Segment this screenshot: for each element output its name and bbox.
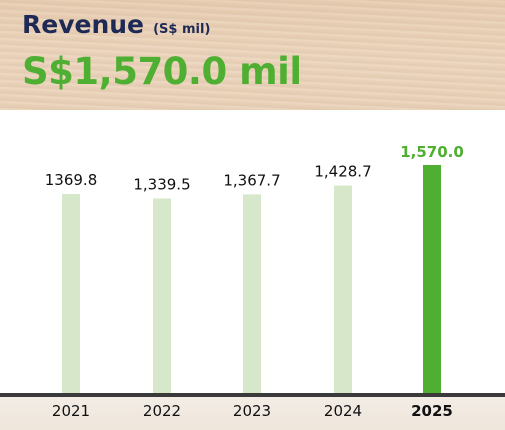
headline-value: S$1,570.0 mil bbox=[22, 50, 302, 93]
data-label-2021: 1369.8 bbox=[45, 171, 98, 189]
data-label-2023: 1,367.7 bbox=[223, 171, 280, 189]
x-tick-2024: 2024 bbox=[324, 402, 362, 420]
x-tick-2023: 2023 bbox=[233, 402, 271, 420]
chart-title: Revenue bbox=[22, 10, 145, 39]
header-banner: Revenue (S$ mil) S$1,570.0 mil bbox=[0, 0, 505, 110]
bar-2021 bbox=[62, 194, 80, 393]
data-label-2022: 1,339.5 bbox=[133, 175, 190, 193]
x-tick-2022: 2022 bbox=[143, 402, 181, 420]
bar-2024 bbox=[334, 185, 352, 393]
title-row: Revenue (S$ mil) bbox=[22, 10, 210, 39]
x-axis-baseline bbox=[0, 393, 505, 397]
data-label-2024: 1,428.7 bbox=[314, 163, 371, 181]
x-tick-2025: 2025 bbox=[411, 402, 453, 420]
footer-strip bbox=[0, 394, 505, 430]
bar-2022 bbox=[153, 198, 171, 393]
bar-2023 bbox=[243, 194, 261, 393]
bar-2025 bbox=[423, 165, 441, 393]
x-tick-2021: 2021 bbox=[52, 402, 90, 420]
chart-unit: (S$ mil) bbox=[153, 22, 211, 37]
data-label-2025: 1,570.0 bbox=[400, 143, 464, 161]
